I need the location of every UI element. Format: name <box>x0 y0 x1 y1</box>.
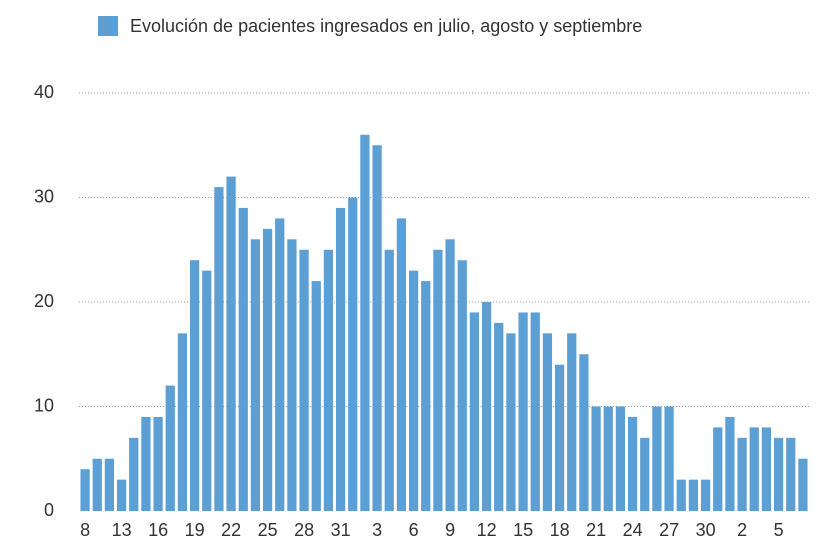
bar <box>688 479 699 511</box>
y-tick-label: 40 <box>34 82 54 102</box>
bar <box>494 322 504 511</box>
bar <box>214 187 224 512</box>
x-tick-label: 15 <box>513 520 533 540</box>
bar <box>749 427 759 511</box>
legend-label: Evolución de pacientes ingresados en jul… <box>130 16 642 36</box>
bar <box>421 281 431 511</box>
bar <box>92 458 102 511</box>
bar <box>262 228 273 511</box>
bar <box>725 416 735 511</box>
x-tick-label: 24 <box>623 520 643 540</box>
bar <box>311 281 321 511</box>
bar <box>481 302 492 511</box>
bar <box>189 260 200 511</box>
x-tick-label: 18 <box>550 520 570 540</box>
bar <box>567 333 577 511</box>
bar <box>408 270 419 511</box>
bar <box>80 469 90 511</box>
bar <box>141 416 151 511</box>
bar <box>457 260 467 511</box>
bar <box>506 333 516 511</box>
x-tick-label: 13 <box>112 520 132 540</box>
bar <box>652 406 662 511</box>
bar <box>713 427 723 511</box>
x-tick-label: 9 <box>445 520 455 540</box>
bar <box>226 176 236 511</box>
x-tick-label: 2 <box>737 520 747 540</box>
bar <box>323 249 334 511</box>
bar <box>360 134 370 512</box>
bar <box>396 218 407 511</box>
y-tick-label: 30 <box>34 186 54 206</box>
bar <box>372 145 382 511</box>
bar <box>676 479 686 511</box>
x-tick-label: 28 <box>294 520 314 540</box>
bar <box>433 249 443 511</box>
bar <box>104 458 115 511</box>
x-tick-label: 25 <box>258 520 278 540</box>
bar <box>640 437 650 511</box>
x-tick-label: 16 <box>148 520 168 540</box>
bar <box>798 458 808 511</box>
bar <box>773 437 784 511</box>
bar <box>615 406 626 511</box>
x-tick-label: 30 <box>696 520 716 540</box>
x-tick-label: 31 <box>331 520 351 540</box>
bar <box>348 197 358 511</box>
bar <box>603 406 613 511</box>
bar <box>518 312 528 511</box>
y-tick-label: 20 <box>34 291 54 311</box>
x-tick-label: 22 <box>221 520 241 540</box>
x-tick-label: 8 <box>80 520 90 540</box>
bar <box>165 385 175 511</box>
y-tick-label: 0 <box>44 500 54 520</box>
bar <box>153 416 163 511</box>
bar <box>554 364 565 511</box>
bar <box>116 479 127 511</box>
bar <box>761 427 772 511</box>
bar <box>445 239 455 512</box>
bar <box>299 249 309 511</box>
x-tick-label: 5 <box>774 520 784 540</box>
bar <box>664 406 674 511</box>
y-tick-label: 10 <box>34 395 54 415</box>
bar <box>786 437 796 511</box>
x-tick-label: 19 <box>185 520 205 540</box>
bar <box>335 207 346 511</box>
bar <box>530 312 540 511</box>
bar <box>737 437 747 511</box>
x-tick-label: 3 <box>372 520 382 540</box>
bar <box>591 406 601 511</box>
bar <box>469 312 480 511</box>
bar <box>129 437 139 511</box>
x-tick-label: 27 <box>659 520 679 540</box>
bar <box>384 249 394 511</box>
legend-swatch <box>98 16 118 36</box>
bar <box>275 218 285 511</box>
bar <box>700 479 711 511</box>
bar <box>177 333 188 511</box>
bar <box>202 270 212 511</box>
x-tick-label: 6 <box>409 520 419 540</box>
bar <box>287 239 297 512</box>
bar <box>250 239 261 512</box>
bar <box>238 207 248 511</box>
bar <box>579 354 589 511</box>
bar <box>542 333 553 511</box>
x-tick-label: 21 <box>586 520 606 540</box>
bar <box>627 416 638 511</box>
x-tick-label: 12 <box>477 520 497 540</box>
